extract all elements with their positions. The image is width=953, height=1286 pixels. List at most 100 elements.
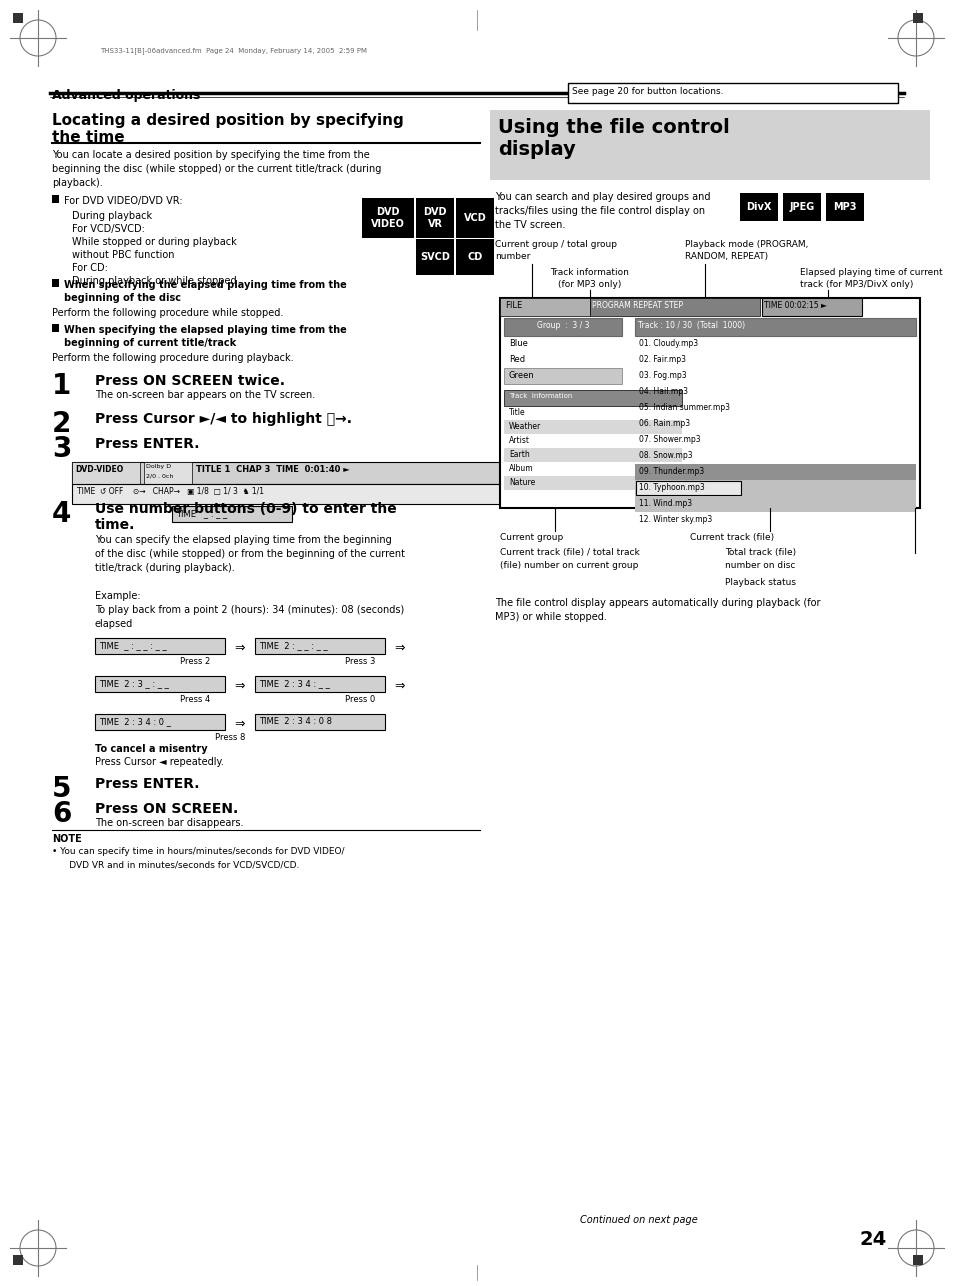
Text: 03. Fog.mp3: 03. Fog.mp3 [639,370,686,379]
Text: 09. Thunder.mp3: 09. Thunder.mp3 [639,467,703,476]
Text: • You can specify time in hours/minutes/seconds for DVD VIDEO/: • You can specify time in hours/minutes/… [52,847,344,856]
Text: 08. Snow.mp3: 08. Snow.mp3 [639,451,692,460]
Bar [825,193,863,221]
Text: Press ON SCREEN.: Press ON SCREEN. [95,802,238,817]
Text: number on disc: number on disc [724,561,795,570]
Text: track (for MP3/DivX only): track (for MP3/DivX only) [800,280,912,289]
Bar [503,421,681,433]
Bar [635,480,915,496]
Bar [456,239,494,275]
Text: Press Cursor ►/◄ to highlight ⌛→.: Press Cursor ►/◄ to highlight ⌛→. [95,412,352,426]
Text: TIME  2 : 3 4 : _ _: TIME 2 : 3 4 : _ _ [258,679,330,688]
Text: Current group / total group: Current group / total group [495,240,617,249]
Text: Perform the following procedure while stopped.: Perform the following procedure while st… [52,309,283,318]
Text: While stopped or during playback: While stopped or during playback [71,237,236,247]
Text: See page 20 for button locations.: See page 20 for button locations. [572,87,722,96]
Text: NOTE: NOTE [52,835,82,844]
Text: Press 0: Press 0 [345,694,375,703]
Text: For VCD/SVCD:: For VCD/SVCD: [71,224,145,234]
Bar [254,714,385,730]
Text: elapsed: elapsed [95,619,133,629]
Bar [503,476,681,490]
Text: 3: 3 [52,435,71,463]
Text: TIME   _ : _ _: TIME _ : _ _ [175,509,227,518]
Bar [912,13,923,23]
Text: Locating a desired position by specifying: Locating a desired position by specifyin… [52,113,403,129]
Text: Advanced operations: Advanced operations [52,89,200,102]
Text: the time: the time [52,130,125,145]
Bar [740,193,778,221]
Bar [172,505,292,522]
Text: JPEG: JPEG [788,202,814,212]
Text: Nature: Nature [509,478,535,487]
Bar [52,324,59,332]
Text: TIME  _ : _ _ : _ _: TIME _ : _ _ : _ _ [99,640,167,649]
Bar [13,1255,23,1265]
Text: Earth: Earth [509,450,529,459]
Text: the TV screen.: the TV screen. [495,220,565,230]
Text: DVD-VIDEO: DVD-VIDEO [75,466,123,475]
Text: 5: 5 [52,775,71,802]
Text: 01. Cloudy.mp3: 01. Cloudy.mp3 [639,340,698,349]
Text: Group  :  3 / 3: Group : 3 / 3 [537,322,589,331]
Text: You can locate a desired position by specifying the time from the: You can locate a desired position by spe… [52,150,370,159]
Text: Dolby D: Dolby D [146,464,171,469]
Bar [71,484,501,504]
Text: FILE: FILE [504,301,521,310]
Text: title/track (during playback).: title/track (during playback). [95,563,234,574]
Text: TIME 00:02:15 ►: TIME 00:02:15 ► [763,301,826,310]
Bar [912,1255,923,1265]
Bar [503,368,621,385]
Text: DivX: DivX [745,202,771,212]
Text: Elapsed playing time of current: Elapsed playing time of current [800,267,942,276]
Text: CD: CD [467,252,482,262]
Text: Current track (file): Current track (file) [689,532,773,541]
Text: PROGRAM REPEAT STEP: PROGRAM REPEAT STEP [592,301,682,310]
Bar [361,198,414,238]
Bar [503,318,621,336]
Bar [52,279,59,287]
Text: Title: Title [509,408,525,417]
Text: time.: time. [95,518,135,532]
Bar [503,390,681,406]
Text: For CD:: For CD: [71,264,108,273]
Bar [635,464,915,480]
Text: 6: 6 [52,800,71,828]
Text: Track : 10 / 30  (Total  1000): Track : 10 / 30 (Total 1000) [638,322,744,331]
Text: 12. Winter sky.mp3: 12. Winter sky.mp3 [639,514,712,523]
Bar [589,298,760,316]
Bar [761,298,862,316]
Text: TIME  2 : 3 _ : _ _: TIME 2 : 3 _ : _ _ [99,679,169,688]
Text: of the disc (while stopped) or from the beginning of the current: of the disc (while stopped) or from the … [95,549,405,559]
Text: The on-screen bar disappears.: The on-screen bar disappears. [95,818,243,828]
Text: Example:: Example: [95,592,140,601]
Text: DVD
VIDEO: DVD VIDEO [371,207,404,229]
Text: Press 2: Press 2 [180,657,210,666]
Text: THS33-11[B]-06advanced.fm  Page 24  Monday, February 14, 2005  2:59 PM: THS33-11[B]-06advanced.fm Page 24 Monday… [100,48,367,54]
Text: The file control display appears automatically during playback (for: The file control display appears automat… [495,598,820,608]
Text: Current track (file) / total track: Current track (file) / total track [499,548,639,557]
Bar [52,195,59,203]
Text: RANDOM, REPEAT): RANDOM, REPEAT) [684,252,767,261]
Text: Total track (file): Total track (file) [724,548,796,557]
Text: 10. Typhoon.mp3: 10. Typhoon.mp3 [639,484,704,493]
Text: 05. Indian summer.mp3: 05. Indian summer.mp3 [639,403,729,412]
Text: Blue: Blue [509,340,527,349]
Text: MP3: MP3 [832,202,856,212]
Text: When specifying the elapsed playing time from the: When specifying the elapsed playing time… [64,280,346,291]
Text: (for MP3 only): (for MP3 only) [558,280,621,289]
Bar [71,462,501,484]
Bar [95,638,225,655]
Text: Album: Album [509,464,533,473]
Text: 06. Rain.mp3: 06. Rain.mp3 [639,419,689,428]
Bar [95,676,225,692]
Text: Continued on next page: Continued on next page [579,1215,697,1226]
Text: 11. Wind.mp3: 11. Wind.mp3 [639,499,691,508]
Text: MP3) or while stopped.: MP3) or while stopped. [495,612,606,622]
Text: Red: Red [509,355,524,364]
Text: beginning of the disc: beginning of the disc [64,293,181,303]
Bar [782,193,821,221]
Text: beginning of current title/track: beginning of current title/track [64,338,236,349]
Text: playback).: playback). [52,177,103,188]
Bar [254,638,385,655]
